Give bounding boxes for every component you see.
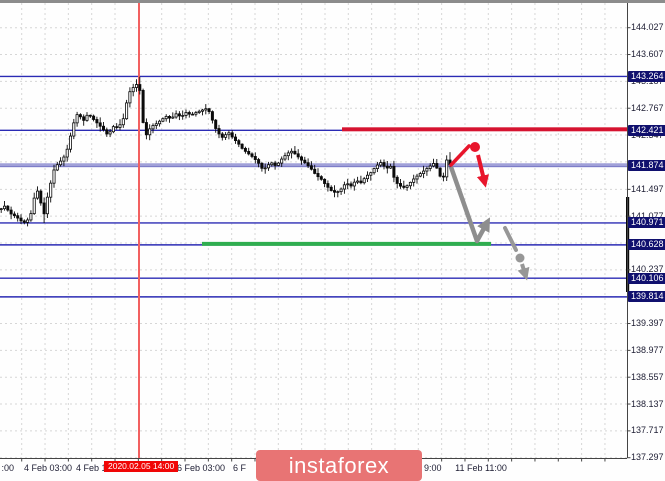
candles: [0, 76, 452, 227]
x-tick-label: 9:00: [424, 463, 442, 473]
y-tick-label: 139.397: [631, 318, 664, 329]
gray-dashed-arrow: [517, 263, 530, 281]
price-level-badge: 140.628: [628, 239, 665, 251]
x-tick-label: 6 F: [233, 463, 247, 473]
price-level-badge: 141.874: [628, 159, 665, 171]
price-level-badge: 142.421: [628, 124, 665, 136]
instaforex-watermark: instaforex: [256, 450, 422, 481]
y-tick-label: 137.717: [631, 425, 664, 436]
key-levels: [0, 75, 628, 298]
gray-dash: [503, 226, 518, 252]
y-tick-label: 138.137: [631, 398, 664, 409]
y-tick-label: 138.977: [631, 344, 664, 355]
red-down-arrow: [476, 154, 489, 188]
watermark-text: instaforex: [288, 452, 390, 478]
price-level-badge: 140.971: [628, 217, 665, 229]
y-tick-label: 142.767: [631, 102, 664, 113]
projection-arrows: [448, 142, 530, 281]
x-tick-label: 11 Feb 11:00: [455, 463, 507, 473]
x-tick-label: 4 Feb 03:00: [23, 463, 73, 473]
x-tick-label: :00: [1, 463, 14, 473]
gray-zigzag-arrow: [448, 166, 491, 244]
red-segment: [449, 144, 471, 167]
gray-dot: [515, 253, 525, 263]
price-level-badge: 143.264: [628, 70, 665, 82]
resistance-line: [342, 127, 628, 132]
chart-top-border: [0, 0, 665, 3]
y-tick-label: 143.607: [631, 49, 664, 60]
gridlines: [0, 3, 627, 459]
x-tick-label: 4 Feb 19: [76, 463, 112, 473]
vertical-line-date-badge: 2020.02.05 14:00: [104, 461, 179, 472]
red-dot: [470, 142, 480, 152]
x-tick-label: 6 Feb 03:00: [176, 463, 226, 473]
price-level-badge: 139.814: [628, 291, 665, 303]
support-line: [202, 241, 491, 246]
y-tick-label: 138.557: [631, 371, 664, 382]
y-tick-label: 141.077: [631, 210, 664, 221]
y-tick-label: 137.297: [631, 452, 664, 463]
y-tick-label: 144.027: [631, 22, 664, 33]
y-tick-label: 141.497: [631, 183, 664, 194]
price-level-badge: 140.106: [628, 272, 665, 284]
y-tick-label: 140.237: [631, 264, 664, 275]
